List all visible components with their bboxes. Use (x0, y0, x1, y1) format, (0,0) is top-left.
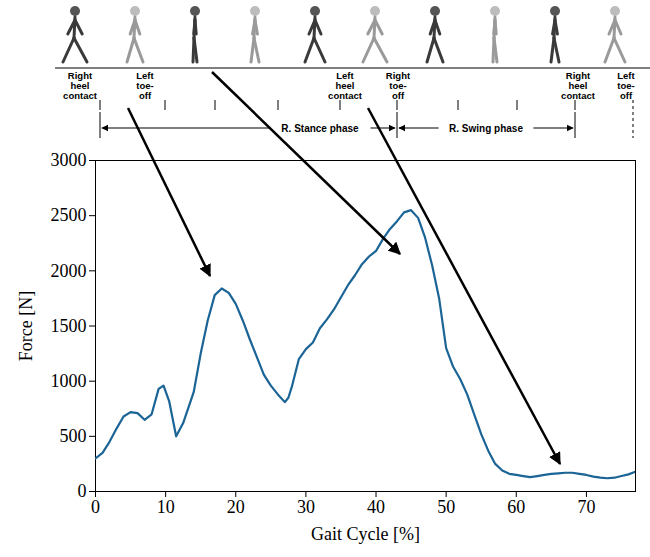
svg-text:Righttoe-off: Righttoe-off (386, 70, 411, 101)
svg-text:20: 20 (227, 497, 245, 517)
svg-text:1500: 1500 (51, 316, 87, 336)
svg-text:70: 70 (577, 497, 595, 517)
svg-text:R. Stance phase: R. Stance phase (281, 123, 359, 134)
svg-text:500: 500 (60, 426, 87, 446)
svg-text:3000: 3000 (51, 150, 87, 170)
svg-text:60: 60 (507, 497, 525, 517)
svg-text:2500: 2500 (51, 205, 87, 225)
svg-text:10: 10 (157, 497, 175, 517)
svg-text:1000: 1000 (51, 371, 87, 391)
svg-text:Lefttoe-off: Lefttoe-off (136, 70, 154, 101)
svg-text:0: 0 (78, 481, 87, 501)
svg-text:2000: 2000 (51, 261, 87, 281)
svg-text:Rightheelcontact: Rightheelcontact (63, 70, 98, 101)
svg-text:40: 40 (367, 497, 385, 517)
svg-text:30: 30 (297, 497, 315, 517)
svg-text:Lefttoe-off: Lefttoe-off (617, 70, 635, 101)
svg-text:R. Swing phase: R. Swing phase (449, 123, 523, 134)
svg-text:0: 0 (91, 497, 100, 517)
svg-text:50: 50 (437, 497, 455, 517)
svg-text:Force [N]: Force [N] (16, 291, 36, 361)
svg-text:Gait Cycle [%]: Gait Cycle [%] (311, 524, 420, 544)
svg-text:Rightheelcontact: Rightheelcontact (561, 70, 596, 101)
svg-text:Leftheelcontact: Leftheelcontact (328, 70, 363, 101)
